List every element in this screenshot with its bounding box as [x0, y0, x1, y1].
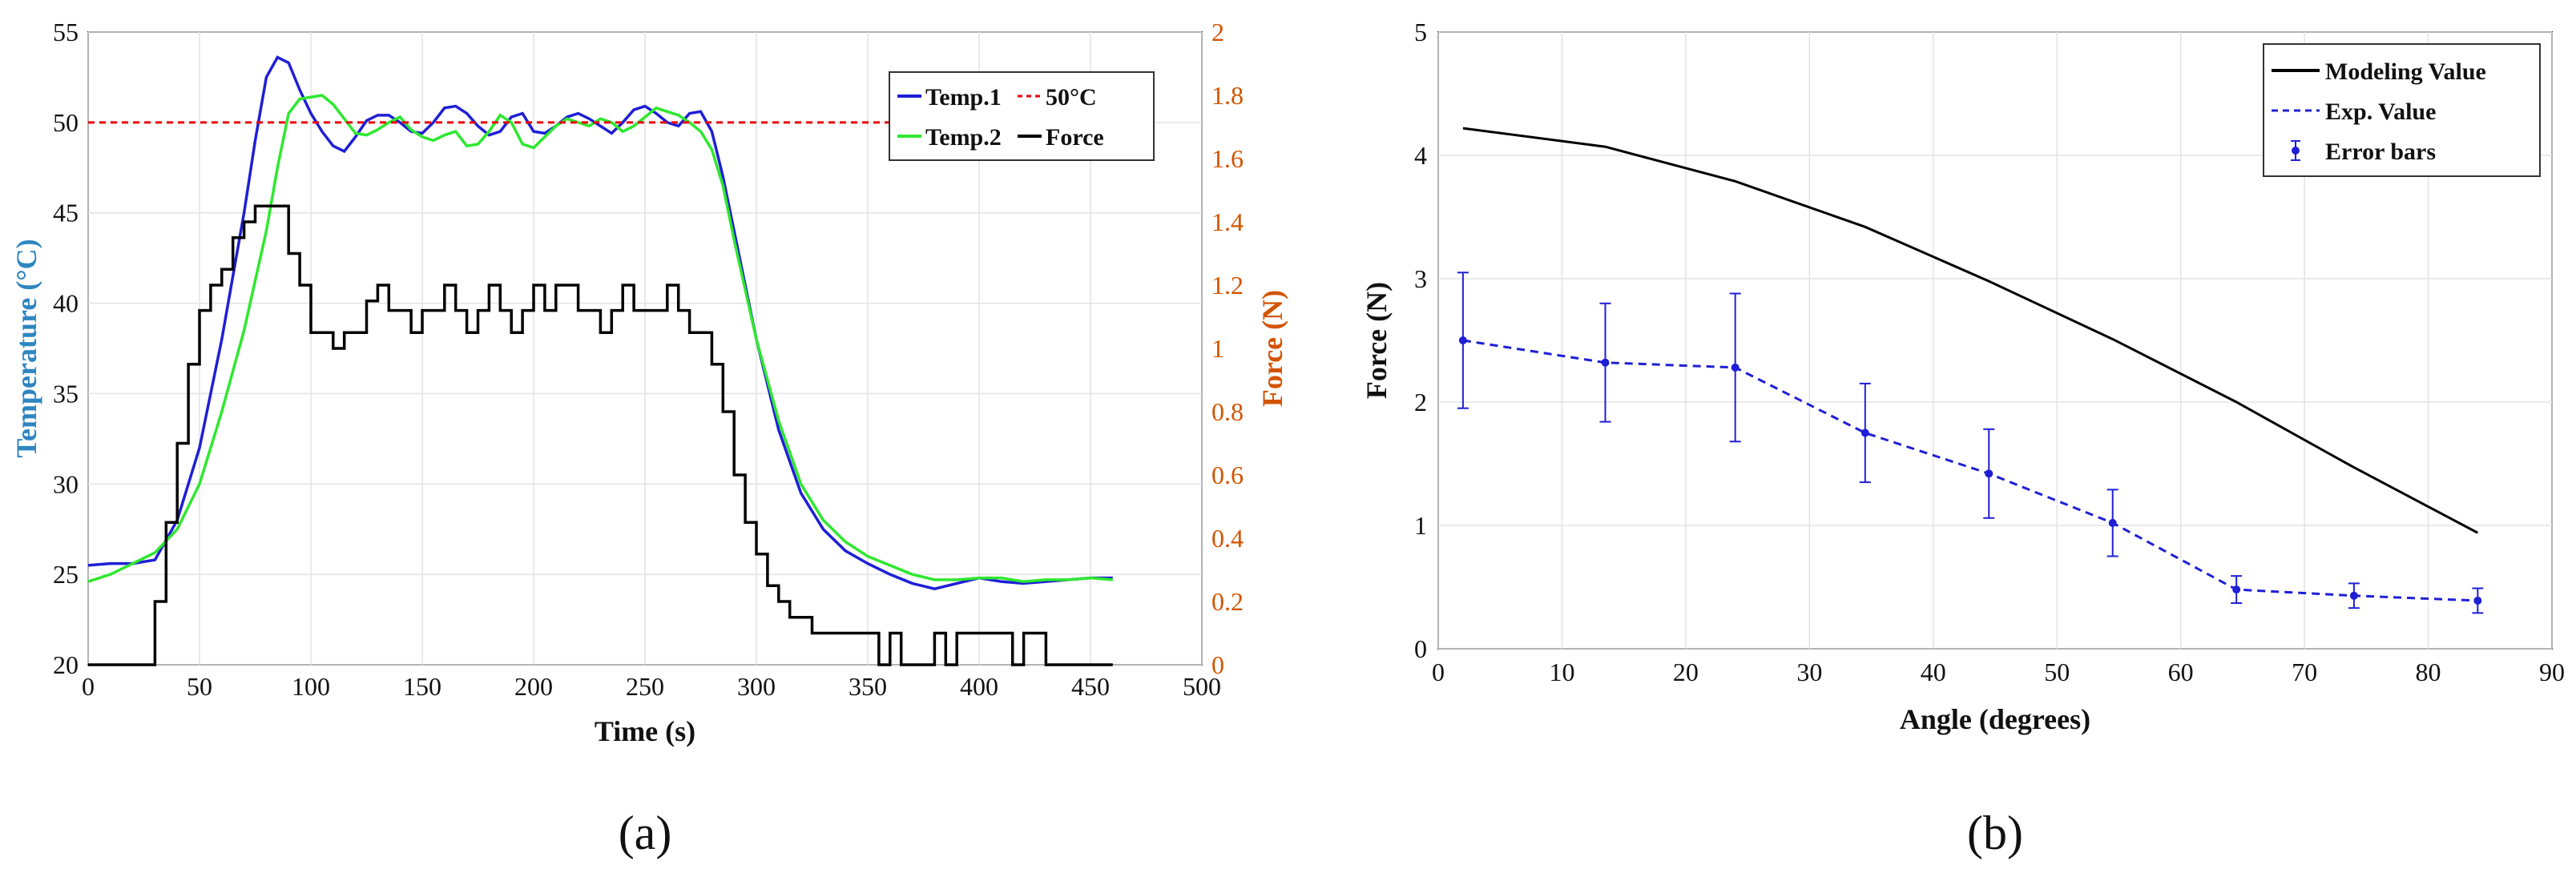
panel-a-y2tick-label: 1.2 [1211, 271, 1244, 300]
panel-a-chart: 0 50 100 150 200 250 300 350 400 450 5002025303540… [10, 18, 1288, 859]
panel-a-series [87, 55, 1113, 666]
legend-err-label: Error bars [2325, 139, 2436, 165]
legend-exp-label: Exp. Value [2325, 99, 2436, 125]
panel-a-xtick-label: 300 [737, 672, 776, 701]
panel-b-data-point [1731, 363, 1740, 372]
panel-a-y2label: Force (N) [1256, 290, 1288, 407]
panel-b-data-point [1985, 469, 1993, 478]
panel-a-ylabel: Temperature (°C) [10, 239, 42, 457]
panel-b-series-modeling-value [1462, 127, 2479, 534]
panel-b-data-point [2349, 591, 2358, 600]
panel-a-xtick-label: 450 [1071, 672, 1110, 701]
panel-b-chart: 0 10 20 30 40 50 60 70 80 90 0 1 2 3 4 5 Angle (degrees… [1361, 18, 2565, 859]
panel-b-xlabel: Angle (degrees) [1900, 703, 2090, 735]
legend-temp2-label: Temp.2 [925, 124, 1002, 151]
panel-b-xtick-label: 60 [2168, 658, 2194, 686]
legend-50c-label: 50°C [1046, 84, 1097, 111]
legend-force-label: Force [1046, 124, 1104, 151]
panel-a-ytick-label: 25 [53, 560, 79, 589]
panel-a-y2tick-label: 0.6 [1211, 461, 1244, 489]
panel-a-xtick-label: 150 [403, 672, 441, 701]
panel-b-xtick-label: 10 [1549, 658, 1574, 686]
panel-b-data-point [2473, 596, 2482, 605]
panel-a-ticks: 0 50 100 150 200 250 300 350 400 450 5002025303540… [53, 18, 1244, 701]
panel-a-y2tick-label: 0 [1211, 650, 1224, 679]
panel-b-xtick-label: 0 [1432, 658, 1445, 686]
panel-a-y2tick-label: 0.4 [1211, 524, 1244, 553]
panel-a-y2tick-label: 0.2 [1211, 587, 1244, 616]
panel-b-xtick-label: 30 [1796, 658, 1822, 686]
panel-b-ytick-label: 0 [1414, 634, 1427, 663]
panel-a-y2tick-label: 1.4 [1211, 207, 1244, 236]
panel-a-y2tick-label: 1.8 [1211, 81, 1244, 110]
panel-b-xtick-label: 80 [2416, 658, 2441, 686]
panel-a-ytick-label: 35 [53, 379, 79, 408]
panel-a-xtick-label: 0 [82, 672, 95, 701]
panel-a-ytick-label: 30 [53, 469, 79, 498]
panel-a-series-force [88, 204, 1113, 666]
panel-b-ytick-label: 3 [1414, 264, 1427, 293]
panel-a-ytick-label: 55 [53, 18, 79, 46]
panel-b-caption: (b) [1967, 807, 2023, 859]
panel-a-series-temp-1 [87, 55, 1113, 591]
panel-a-xtick-label: 350 [849, 672, 887, 701]
panel-a-ytick-label: 50 [53, 108, 79, 137]
panel-a-xtick-label: 500 [1183, 672, 1221, 701]
panel-b-ticks: 0 10 20 30 40 50 60 70 80 90 0 1 2 3 4 5 [1414, 18, 2565, 686]
legend-temp1-label: Temp.1 [925, 84, 1002, 111]
panel-b-legend: Modeling Value Exp. Value Error bars [2263, 43, 2541, 177]
panel-a-y2tick-label: 1.6 [1211, 144, 1244, 173]
panel-b-xtick-label: 20 [1673, 658, 1699, 686]
panel-a-xtick-label: 250 [626, 672, 664, 701]
panel-a-xtick-label: 200 [514, 672, 553, 701]
panel-a-legend: Temp.1 Temp.2 50°C Force [889, 71, 1155, 161]
panel-b-xtick-label: 50 [2044, 658, 2070, 686]
panel-a-xlabel: Time (s) [595, 715, 695, 747]
panel-b-ylabel: Force (N) [1361, 282, 1393, 399]
panel-a-ytick-label: 40 [53, 289, 79, 318]
legend-model-label: Modeling Value [2325, 58, 2486, 85]
panel-b-data-point [2232, 585, 2241, 594]
panel-b-xtick-label: 70 [2292, 658, 2317, 686]
panel-b-data-point [2108, 518, 2117, 527]
panel-a-xtick-label: 400 [960, 672, 998, 701]
panel-b-data-point [1860, 428, 1869, 437]
panel-b-ytick-label: 5 [1414, 18, 1427, 46]
panel-a-ytick-label: 45 [53, 199, 79, 227]
panel-b-ytick-label: 4 [1414, 141, 1427, 170]
panel-b-xtick-label: 40 [1921, 658, 1946, 686]
panel-a-y2tick-label: 1 [1211, 334, 1224, 363]
panel-a-xtick-label: 50 [187, 672, 212, 701]
panel-a-legend-box [889, 71, 1155, 161]
panel-a-xtick-label: 100 [292, 672, 330, 701]
legend-err-swatch-dot [2292, 147, 2300, 155]
panel-b-data-point [1601, 358, 1610, 367]
panel-a-y2tick-label: 2 [1211, 18, 1224, 46]
panel-b-xtick-label: 90 [2539, 658, 2565, 686]
panel-b-series [1457, 127, 2484, 614]
panel-a-caption: (a) [619, 807, 672, 859]
panel-b-ytick-label: 1 [1414, 511, 1427, 540]
panel-a-series-temp-2 [87, 94, 1113, 583]
panel-a-y2tick-label: 0.8 [1211, 397, 1244, 426]
panel-b-data-point [1458, 336, 1467, 344]
panel-b-ytick-label: 2 [1414, 388, 1427, 416]
panel-a-ytick-label: 20 [53, 650, 79, 679]
